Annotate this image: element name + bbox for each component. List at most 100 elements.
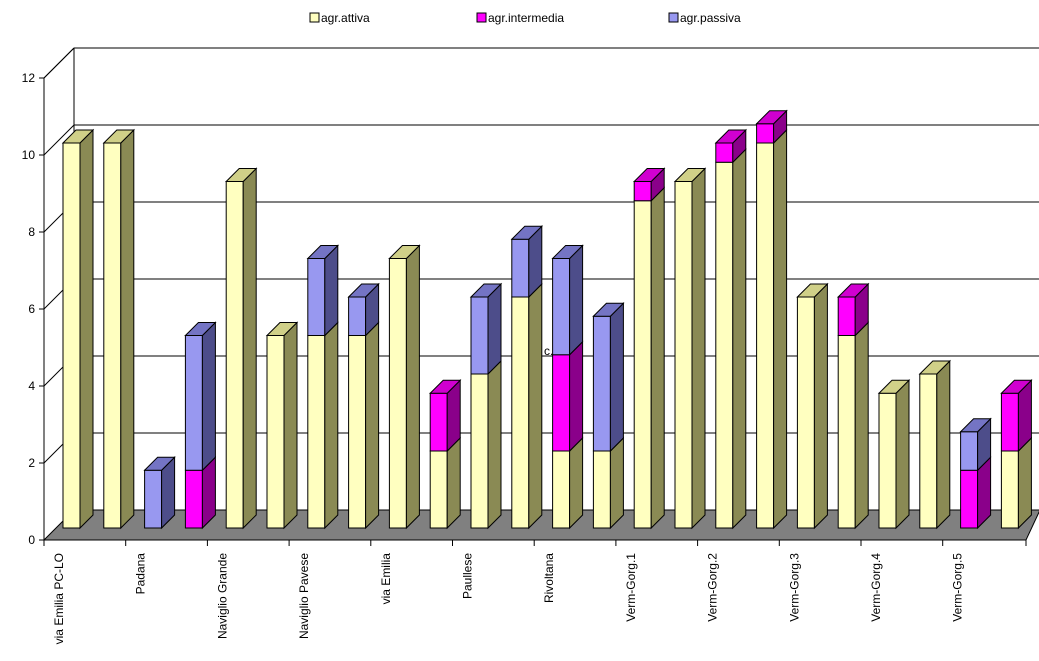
bar-stack: [673, 167, 707, 530]
bar-stack: [306, 244, 340, 530]
bar-top: [265, 322, 299, 336]
bar-top: [673, 168, 707, 182]
bar-side-attiva: [1017, 436, 1032, 530]
bar-top: [224, 168, 258, 182]
bar-side-passiva: [609, 302, 624, 453]
chart-axes: 0 2 4 6 8 10 12 via Emilia PC-LO Padana Naviglio …: [22, 71, 1027, 644]
x-tick-label: Naviglio Grande: [215, 553, 229, 639]
bar-top: [714, 129, 748, 144]
y-tick-label: 6: [28, 302, 35, 316]
bar-top: [755, 110, 788, 125]
bar-stack: [796, 282, 829, 530]
bar-side-attiva: [324, 321, 339, 530]
legend-swatch: [668, 12, 679, 23]
bar-stack: [184, 321, 217, 530]
bar-segment-intermedia: [633, 181, 652, 202]
bar-segment-attiva: [225, 181, 244, 529]
bar-top: [510, 225, 544, 240]
bar-segment-intermedia: [837, 296, 856, 336]
bar-top: [836, 283, 870, 298]
bar-segment-passiva: [144, 469, 163, 529]
bar-side-attiva: [79, 128, 94, 530]
bar-segment-attiva: [103, 142, 122, 529]
x-tick-label: Padana: [134, 553, 148, 595]
bar-segment-attiva: [756, 142, 775, 529]
bar-stack: [632, 167, 666, 530]
bar-side-attiva: [283, 321, 298, 530]
bar-side-attiva: [773, 128, 788, 530]
bar-stack: [755, 109, 788, 530]
y-tick-label: 10: [22, 148, 36, 162]
bar-segment-attiva: [1000, 450, 1019, 529]
bar-top: [918, 360, 952, 375]
bar-top: [632, 168, 666, 182]
bar-side-attiva: [446, 436, 461, 530]
bar-side-passiva: [324, 244, 339, 337]
bar-top: [796, 283, 829, 298]
x-tick-label: Verm-Gorg.4: [869, 553, 883, 622]
bar-segment-intermedia: [552, 354, 571, 452]
legend-label: agr.attiva: [321, 11, 370, 25]
bar-segment-attiva: [878, 392, 897, 529]
bar-side-attiva: [120, 128, 135, 530]
bar-segment-passiva: [511, 238, 530, 298]
bar-top: [551, 245, 584, 259]
bar-segment-intermedia: [429, 392, 448, 452]
bar-side-attiva: [813, 282, 828, 530]
bar-segment-attiva: [919, 373, 938, 529]
bar-segment-passiva: [960, 431, 979, 471]
bar-top: [877, 379, 911, 394]
bar-side-attiva: [895, 379, 910, 530]
bar-segment-attiva: [633, 200, 652, 529]
bar-side-attiva: [854, 321, 869, 530]
bar-stack: [265, 321, 299, 530]
bar-side-attiva: [242, 167, 257, 530]
bar-top: [61, 129, 95, 144]
bar-segment-passiva: [184, 335, 203, 471]
bar-side-attiva: [609, 436, 624, 530]
x-tick-label: Naviglio Pavese: [297, 553, 311, 639]
bar-segment-attiva: [674, 181, 693, 529]
bar-segment-attiva: [307, 335, 326, 529]
chart-legend: agr.attiva agr.intermedia agr.passiva: [309, 11, 741, 25]
bar-top: [469, 283, 503, 298]
bar-stack: [510, 225, 544, 530]
y-tick-label: 4: [28, 379, 35, 393]
bar-segment-passiva: [348, 296, 367, 336]
bar-side-attiva: [528, 282, 543, 530]
legend-label: agr.intermedia: [488, 11, 564, 25]
x-tick-label: Paullese: [461, 553, 475, 599]
legend-swatch: [476, 12, 487, 23]
bar-top: [428, 379, 462, 394]
bar-stack: [428, 379, 462, 530]
x-tick-label: Verm-Gorg.2: [706, 553, 720, 622]
bar-top: [184, 322, 217, 336]
bar-segment-intermedia: [1000, 392, 1019, 452]
bar-segment-intermedia: [756, 123, 775, 144]
y-tick-label: 12: [22, 71, 36, 85]
bar-top: [388, 245, 421, 259]
bar-segment-attiva: [470, 373, 489, 529]
bar-side-attiva: [365, 321, 380, 530]
bar-segment-attiva: [388, 258, 407, 529]
bar-stack: [61, 128, 95, 530]
bar-top: [592, 302, 625, 317]
bar-side-attiva: [487, 359, 502, 530]
legend-swatch: [309, 12, 320, 23]
bar-segment-attiva: [348, 335, 367, 529]
bar-stack: [592, 302, 625, 530]
legend-item: agr.attiva: [309, 11, 370, 25]
bar-segment-attiva: [266, 335, 285, 529]
bar-segment-attiva: [715, 161, 734, 529]
x-tick-label: Rivoltana: [542, 553, 556, 603]
legend-label: agr.passiva: [680, 11, 741, 25]
bar-stack: [102, 128, 136, 530]
x-tick-label: Verm-Gorg.3: [787, 553, 801, 622]
bar-stack: [959, 417, 992, 530]
bar-top: [1000, 379, 1033, 394]
gridline-diagonal: [43, 124, 75, 156]
bar-top: [347, 283, 380, 298]
bar-stack: [836, 282, 870, 530]
bar-segment-intermedia: [184, 469, 203, 529]
